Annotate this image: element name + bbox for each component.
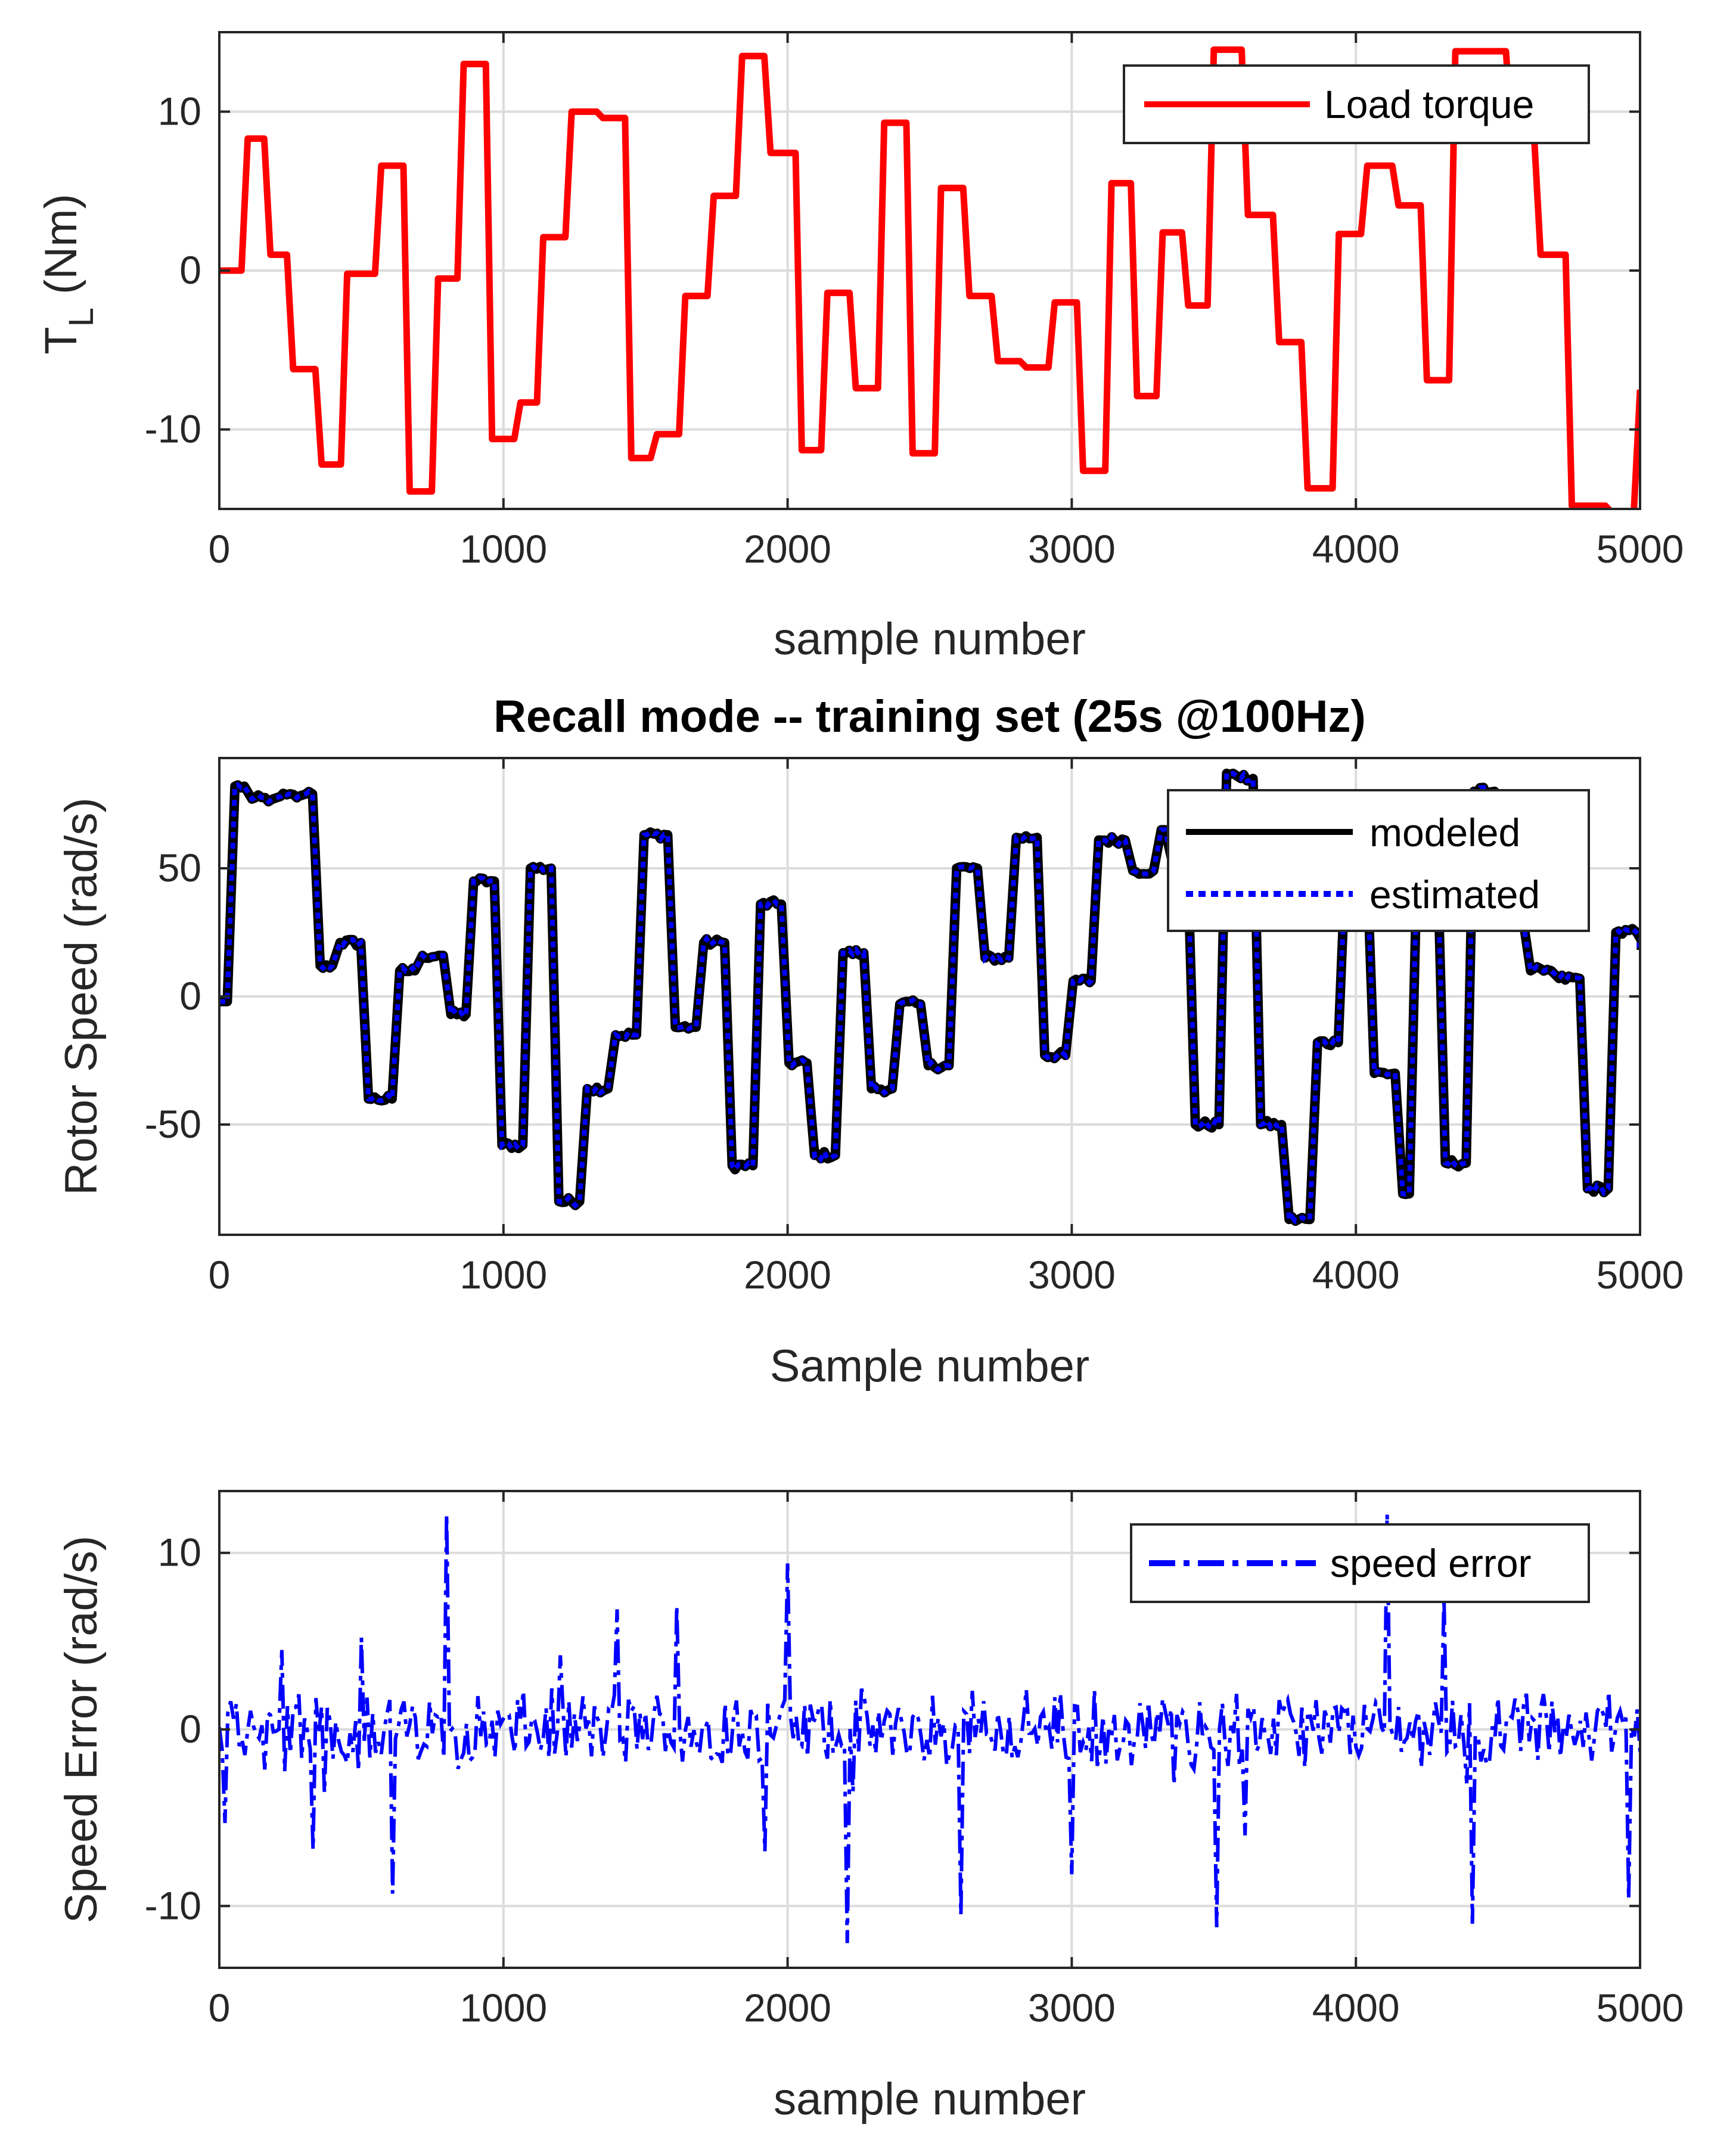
rotor-speed-y-label: Rotor Speed (rad/s) xyxy=(56,797,107,1195)
speed-error-series xyxy=(219,1514,1640,1943)
rotor-speed-legend: modeled estimated xyxy=(1167,789,1590,932)
torque-y-label-sub: L xyxy=(62,308,101,327)
y-tick-label: -50 xyxy=(145,1102,201,1146)
x-tick-label: 1000 xyxy=(459,1986,547,2030)
rotor-speed-legend-label-estimated: estimated xyxy=(1369,872,1540,917)
speed-error-panel: 0 1000 2000 3000 4000 5000 -10 0 10 sample numbe… xyxy=(56,1490,1684,2125)
x-tick-label: 3000 xyxy=(1028,1253,1116,1297)
x-tick-label: 2000 xyxy=(744,1253,831,1297)
speed-error-line xyxy=(219,1514,1640,1943)
speed-error-legend: speed error xyxy=(1130,1523,1590,1603)
rotor-speed-title: Recall mode -- training set (25s @100Hz) xyxy=(493,691,1366,742)
speed-error-legend-label: speed error xyxy=(1330,1541,1532,1585)
speed-error-y-label: Speed Error (rad/s) xyxy=(56,1536,107,1923)
x-tick-label: 3000 xyxy=(1028,1986,1116,2030)
rotor-speed-series xyxy=(219,768,1640,1226)
y-tick-label: 0 xyxy=(179,1707,201,1751)
y-tick-label: 10 xyxy=(158,89,201,133)
x-tick-label: 5000 xyxy=(1597,1986,1684,2030)
torque-y-label-main: T xyxy=(36,327,86,354)
x-tick-label: 4000 xyxy=(1312,527,1400,571)
torque-y-label-unit: (Nm) xyxy=(36,194,86,294)
x-tick-label: 5000 xyxy=(1597,527,1684,571)
speed-error-x-label: sample number xyxy=(774,2074,1086,2125)
y-tick-label: 0 xyxy=(179,248,201,292)
x-tick-label: 0 xyxy=(209,1986,231,2030)
torque-legend-label: Load torque xyxy=(1324,82,1534,126)
speed-error-ticks: 0 1000 2000 3000 4000 5000 -10 0 10 xyxy=(145,1491,1684,2030)
y-tick-label: -10 xyxy=(145,407,201,451)
torque-legend: Load torque xyxy=(1123,64,1590,144)
torque-x-label: sample number xyxy=(774,614,1086,664)
x-tick-label: 1000 xyxy=(459,527,547,571)
x-tick-label: 4000 xyxy=(1312,1986,1400,2030)
x-tick-label: 1000 xyxy=(459,1253,547,1297)
x-tick-label: 4000 xyxy=(1312,1253,1400,1297)
torque-series xyxy=(219,46,1640,509)
y-tick-label: 10 xyxy=(158,1530,201,1574)
rotor-speed-ticks: 0 1000 2000 3000 4000 5000 -50 0 50 xyxy=(145,758,1684,1297)
x-tick-label: 3000 xyxy=(1028,527,1116,571)
rotor-speed-panel: Recall mode -- training set (25s @100Hz)… xyxy=(56,691,1684,1392)
torque-panel: 0 1000 2000 3000 4000 5000 -10 0 10 sample numbe… xyxy=(36,31,1684,664)
load-torque-line xyxy=(219,46,1640,509)
y-tick-label: 0 xyxy=(179,974,201,1018)
estimated-speed-line xyxy=(219,769,1640,1225)
x-tick-label: 2000 xyxy=(744,527,831,571)
x-tick-label: 5000 xyxy=(1597,1253,1684,1297)
y-tick-label: 50 xyxy=(158,846,201,890)
svg-text:TL(Nm): TL (Nm) xyxy=(36,194,101,355)
y-tick-label: -10 xyxy=(145,1883,201,1927)
x-tick-label: 0 xyxy=(209,527,231,571)
x-tick-label: 2000 xyxy=(744,1986,831,2030)
rotor-speed-legend-label-modeled: modeled xyxy=(1369,810,1520,855)
torque-ticks: 0 1000 2000 3000 4000 5000 -10 0 10 xyxy=(145,32,1684,571)
x-tick-label: 0 xyxy=(209,1253,231,1297)
torque-y-label: TL (Nm) xyxy=(36,194,101,355)
rotor-speed-x-label: Sample number xyxy=(770,1341,1090,1392)
